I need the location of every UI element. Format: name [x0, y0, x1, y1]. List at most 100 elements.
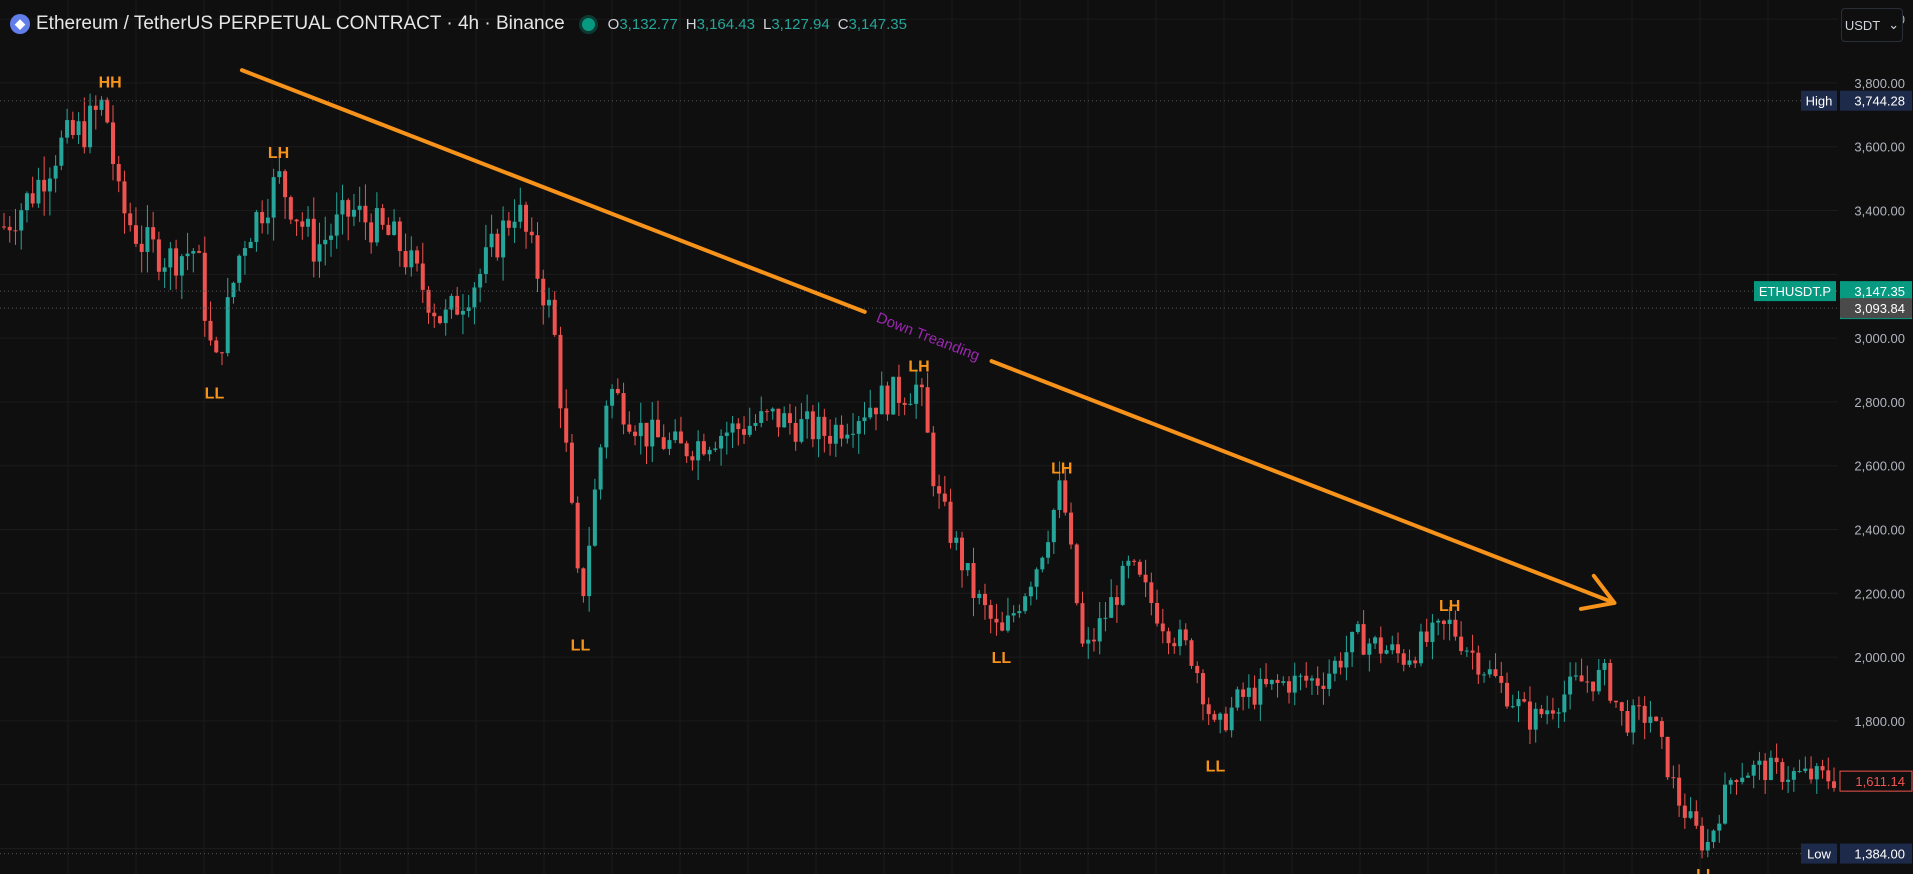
candle-body — [684, 443, 689, 457]
candle — [466, 294, 471, 318]
candle — [977, 590, 982, 605]
candle-body — [489, 233, 494, 248]
swing-label: HH — [99, 75, 122, 92]
candle-body — [1091, 639, 1096, 642]
candle — [110, 105, 115, 181]
candle — [197, 244, 202, 254]
candle — [1235, 686, 1240, 711]
low-tag-label: Low — [1807, 847, 1831, 862]
symbol-title[interactable]: Ethereum / TetherUS PERPETUAL CONTRACT ·… — [36, 13, 565, 34]
candle-body — [214, 340, 219, 353]
candle-body — [1218, 713, 1223, 720]
candle-body — [88, 105, 93, 148]
candle — [1642, 696, 1647, 740]
candle — [1694, 800, 1699, 829]
candle — [277, 155, 282, 184]
candle — [965, 563, 970, 577]
candle-body — [1642, 705, 1647, 723]
candle-body — [225, 297, 230, 354]
candle — [1361, 610, 1366, 656]
candle — [122, 170, 127, 234]
candle — [415, 246, 420, 272]
candle — [1178, 619, 1183, 656]
candle — [449, 293, 454, 319]
candle-body — [1654, 716, 1659, 722]
candle — [1522, 691, 1527, 703]
candle — [1820, 759, 1825, 779]
candle — [1780, 758, 1785, 790]
currency-select-button[interactable]: USDT ⌄ — [1841, 8, 1903, 42]
candle — [1728, 777, 1733, 794]
candle-body — [93, 105, 98, 110]
candle-body — [919, 384, 924, 388]
candle — [1527, 686, 1532, 744]
candle-body — [19, 210, 24, 231]
candle-body — [1338, 660, 1343, 668]
candle — [346, 198, 351, 241]
candle-body — [931, 432, 936, 487]
candle-body — [151, 227, 156, 240]
candle-body — [156, 239, 161, 272]
candle — [1, 212, 7, 230]
candle — [610, 384, 615, 419]
candle — [524, 201, 529, 249]
candle-body — [1688, 811, 1693, 818]
candle — [1011, 605, 1016, 623]
swing-label: LH — [908, 359, 929, 376]
candle — [306, 206, 311, 237]
candle — [24, 191, 29, 223]
candle — [1550, 697, 1555, 720]
candle-body — [610, 388, 615, 406]
candle — [862, 401, 867, 435]
candle — [1763, 753, 1768, 794]
candle — [518, 187, 523, 229]
candle — [1682, 793, 1687, 829]
candle — [76, 112, 81, 144]
candle-body — [627, 424, 632, 432]
y-tick-label: 1,800.00 — [1854, 714, 1905, 729]
candle — [1487, 660, 1492, 678]
candle — [409, 236, 414, 277]
candle — [1258, 668, 1263, 722]
trendline-segment — [989, 359, 1617, 605]
trendline-arrowhead — [1578, 573, 1617, 611]
candle-body — [845, 434, 850, 439]
candle — [70, 111, 75, 139]
candle — [868, 389, 873, 420]
candle-body — [518, 204, 523, 222]
candle — [914, 369, 919, 419]
candle-body — [1264, 678, 1269, 685]
candle-body — [1046, 542, 1051, 558]
candle-body — [162, 267, 167, 272]
candle-body — [1671, 777, 1676, 779]
candle-body — [1430, 622, 1435, 642]
candle — [1436, 618, 1441, 636]
candle-body — [1189, 640, 1194, 666]
candle-body — [1562, 694, 1567, 713]
candle-body — [644, 422, 649, 447]
candle — [1791, 767, 1796, 792]
candle-body — [76, 121, 81, 135]
candle — [1482, 671, 1487, 683]
candle-body — [678, 431, 683, 444]
swing-label: LL — [1696, 867, 1716, 874]
candle-body — [1413, 660, 1418, 664]
candle — [323, 216, 328, 266]
candle — [845, 423, 850, 444]
candle — [1757, 751, 1762, 780]
candle-body — [633, 431, 638, 437]
candle-body — [369, 222, 374, 243]
candle-body — [1252, 687, 1257, 705]
candle — [621, 382, 626, 435]
candle — [328, 223, 333, 257]
candle — [1390, 635, 1395, 655]
candle-body — [742, 429, 747, 435]
candle — [426, 286, 431, 324]
y-tick-label: 3,600.00 — [1854, 140, 1905, 155]
candle — [1332, 656, 1337, 682]
candle — [1046, 530, 1051, 565]
candle — [374, 192, 379, 247]
candle-body — [1694, 811, 1699, 826]
candle-body — [592, 489, 597, 546]
